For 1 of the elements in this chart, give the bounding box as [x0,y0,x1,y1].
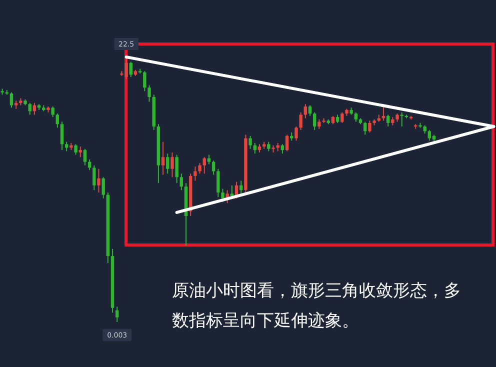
annotation: 原油小时图看，旗形三角收敛形态，多数指标呈向下延伸迹象。 [172,280,462,333]
